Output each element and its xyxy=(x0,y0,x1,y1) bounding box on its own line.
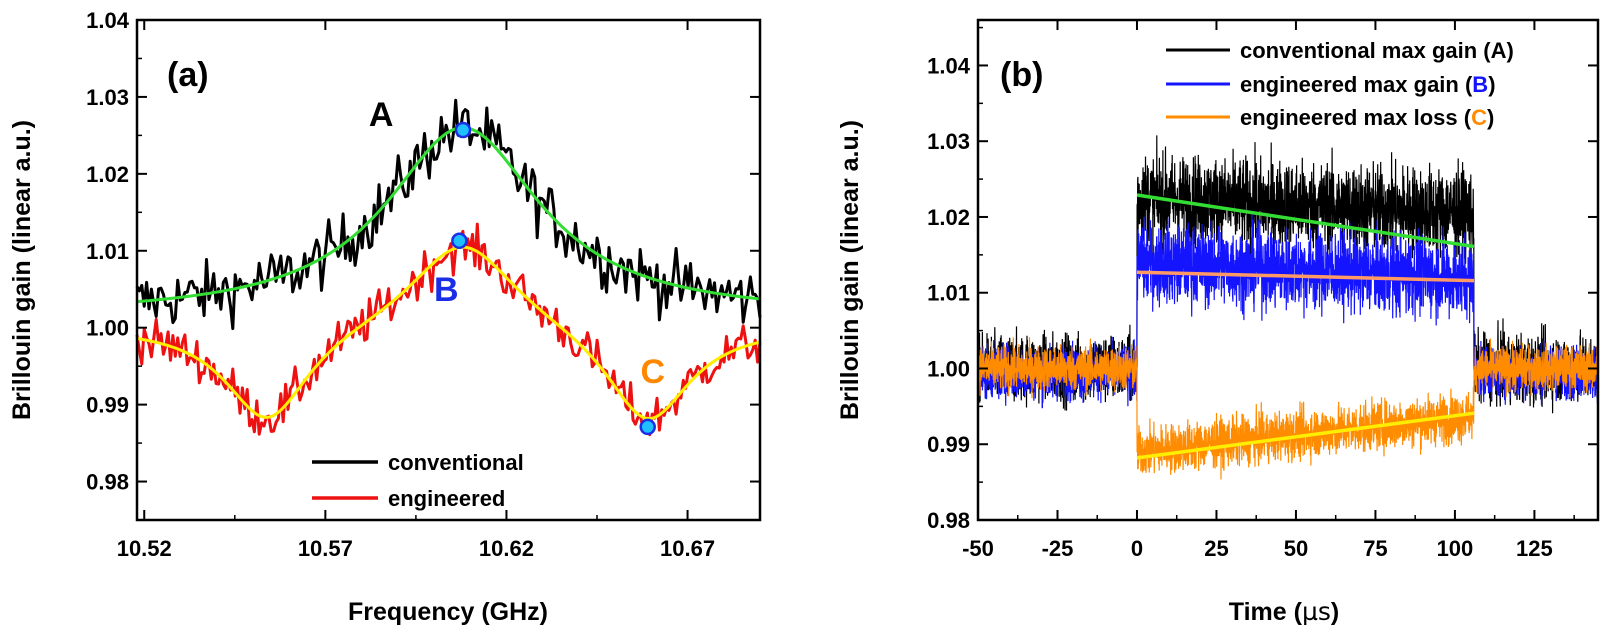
y-tick-label: 0.99 xyxy=(86,393,129,418)
x-tick-label: 10.52 xyxy=(117,536,172,561)
x-tick-label: 50 xyxy=(1284,536,1308,561)
trace-engineered-loss xyxy=(978,337,1598,480)
y-tick-label: 1.00 xyxy=(927,356,970,381)
series-engineered xyxy=(135,222,762,437)
panel-b-x-axis-title: Time (µs) xyxy=(1229,597,1339,626)
y-tick-label: 0.99 xyxy=(927,432,970,457)
peak-b-label: B xyxy=(434,271,459,309)
x-tick-label: 100 xyxy=(1437,536,1474,561)
y-tick-label: 1.02 xyxy=(927,205,970,230)
panel-a-chart: 10.52 10.57 10.62 10.67 0.98 0.99 1.00 1.01 1.02… xyxy=(8,8,762,626)
x-tick-label: 125 xyxy=(1516,536,1553,561)
panel-a-frame xyxy=(135,18,762,522)
panel-a-legend: conventional engineered xyxy=(312,450,524,511)
legend-label-conventional-max-gain: conventional max gain (A) xyxy=(1240,38,1514,63)
panel-a-y-axis-title: Brillouin gain (linear a.u.) xyxy=(8,120,36,420)
panel-a-label: (a) xyxy=(167,56,209,94)
panel-b-frame xyxy=(976,18,1600,522)
x-tick-label: 10.67 xyxy=(660,536,715,561)
legend-label-engineered-max-loss: engineered max loss (C) xyxy=(1240,105,1494,130)
x-tick-label: 25 xyxy=(1204,536,1228,561)
panel-b-plot-area xyxy=(978,135,1598,480)
x-tick-label: 10.57 xyxy=(298,536,353,561)
x-tick-label: -25 xyxy=(1042,536,1074,561)
fit-line-gain-fit xyxy=(1136,193,1475,249)
legend-label-engineered: engineered xyxy=(388,486,505,511)
y-tick-label: 1.04 xyxy=(86,8,130,33)
y-tick-label: 0.98 xyxy=(927,508,970,533)
fit-marker-0 xyxy=(454,121,472,139)
fit-line-engineered-gain-fit xyxy=(1136,270,1475,283)
y-tick-label: 1.03 xyxy=(927,129,970,154)
series-conventional xyxy=(135,98,762,331)
x-tick-label: -50 xyxy=(962,536,994,561)
panel-b-label: (b) xyxy=(1000,56,1043,94)
x-tick-label: 75 xyxy=(1363,536,1387,561)
x-tick-label: 0 xyxy=(1131,536,1143,561)
peak-c-label: C xyxy=(640,353,665,391)
series-conventional-fit xyxy=(136,126,761,304)
y-tick-label: 1.03 xyxy=(86,85,129,110)
y-tick-label: 0.98 xyxy=(86,470,129,495)
legend-label-conventional: conventional xyxy=(388,450,524,475)
panel-b-axes: -50 -25 0 25 50 75 100 125 0.98 0.99 1.00 1.01 1.02 1… xyxy=(927,20,1598,561)
y-tick-label: 1.02 xyxy=(86,162,129,187)
panel-b-traces xyxy=(978,135,1598,480)
peak-a-label: A xyxy=(369,96,394,134)
legend-label-engineered-max-gain: engineered max gain (B) xyxy=(1240,72,1496,97)
panel-a-x-axis-title: Frequency (GHz) xyxy=(348,598,548,626)
panel-b-chart: -50 -25 0 25 50 75 100 125 0.98 0.99 1.00 1.01 1.02 1… xyxy=(836,18,1600,626)
fit-marker-2 xyxy=(639,418,656,436)
y-tick-label: 1.00 xyxy=(86,316,129,341)
panel-b-legend: conventional max gain (A) engineered max… xyxy=(1166,38,1514,130)
y-tick-label: 1.01 xyxy=(86,239,129,264)
x-tick-label: 10.62 xyxy=(479,536,534,561)
y-tick-label: 1.01 xyxy=(927,281,970,306)
panel-b-y-axis-title: Brillouin gain (linear a.u.) xyxy=(836,120,864,420)
series-engineered-fit xyxy=(136,245,761,420)
panel-a-axes: 10.52 10.57 10.62 10.67 0.98 0.99 1.00 1.01 1.02… xyxy=(86,8,760,561)
fit-line-loss-fit xyxy=(1136,411,1475,460)
panel-a-plot-area xyxy=(135,98,762,437)
y-tick-label: 1.04 xyxy=(927,53,971,78)
fit-marker-1 xyxy=(451,232,468,250)
